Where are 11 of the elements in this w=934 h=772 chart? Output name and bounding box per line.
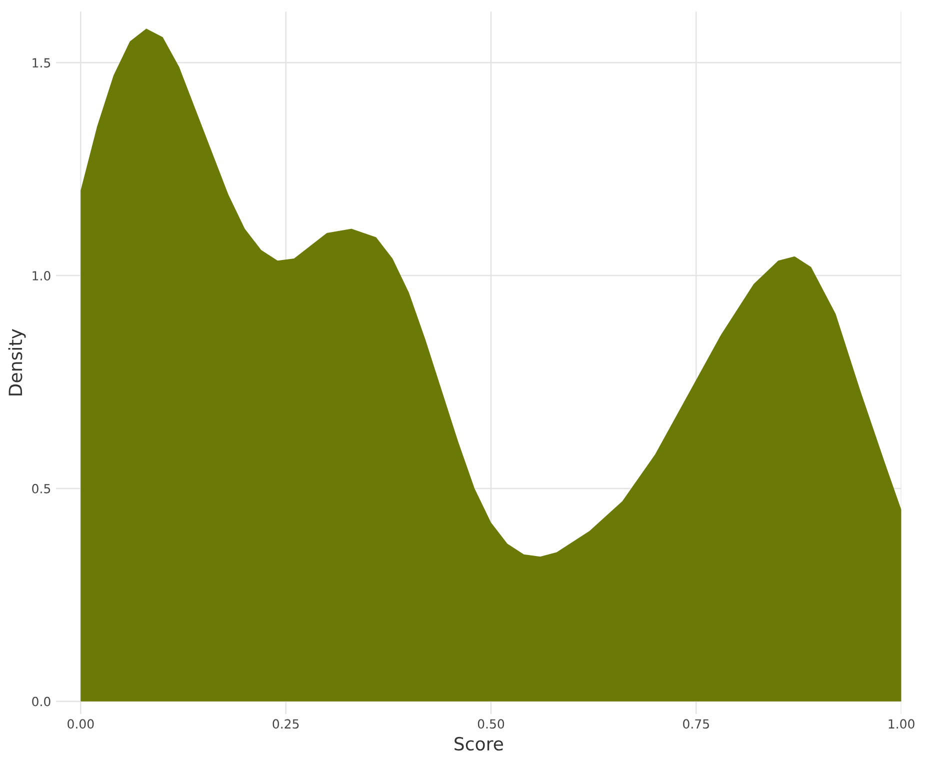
x-tick-label: 0.25 bbox=[272, 719, 299, 729]
x-tick-label: 0.00 bbox=[68, 719, 94, 729]
y-axis-title: Density bbox=[8, 329, 26, 396]
x-tick-label: 1.00 bbox=[888, 719, 914, 729]
x-tick-label: 0.50 bbox=[478, 719, 504, 729]
y-tick-label: 0.5 bbox=[32, 484, 50, 494]
y-tick-label: 1.0 bbox=[32, 271, 50, 280]
y-tick-label: 1.5 bbox=[32, 58, 50, 68]
y-tick-label: 0.0 bbox=[32, 696, 50, 706]
x-axis-title: Score bbox=[454, 736, 503, 751]
x-tick-label: 0.75 bbox=[683, 719, 709, 729]
